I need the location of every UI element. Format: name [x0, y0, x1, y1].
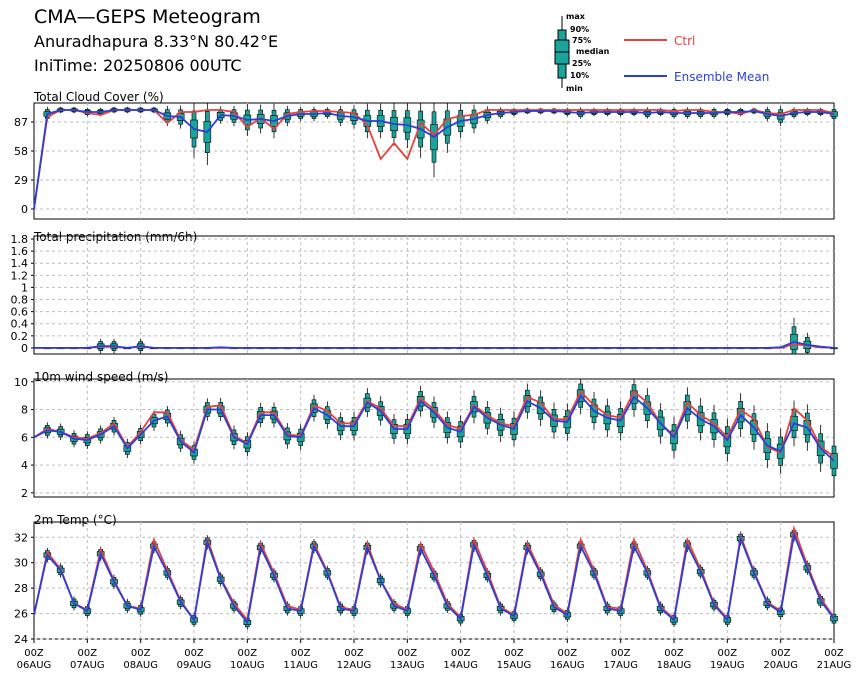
- x-tick-hour-label: 00Z: [291, 648, 311, 659]
- x-tick-date-label: 16AUG: [550, 660, 585, 671]
- y-tick-label: 2: [21, 487, 28, 500]
- x-axis-labels: 00Z06AUG00Z07AUG00Z08AUG00Z09AUG00Z10AUG…: [17, 639, 852, 671]
- x-tick-hour-label: 00Z: [771, 648, 791, 659]
- legend-label-p10: 10%: [570, 71, 589, 80]
- x-tick-date-label: 12AUG: [337, 660, 372, 671]
- y-tick-label: 26: [14, 608, 28, 621]
- x-tick-hour-label: 00Z: [664, 648, 684, 659]
- x-tick-date-label: 09AUG: [177, 660, 212, 671]
- y-tick-label: 0: [21, 342, 28, 355]
- mean-series-line: [34, 342, 834, 348]
- x-tick-hour-label: 00Z: [558, 648, 578, 659]
- panel-4: 2m Temp (°C) 24 26 28 30 32: [14, 513, 838, 646]
- legend: max 90% 75% median 25% 10% min Ctrl Ense…: [555, 12, 769, 93]
- x-tick-date-label: 10AUG: [230, 660, 265, 671]
- y-tick-label: 1.6: [11, 245, 29, 258]
- legend-mean-label: Ensemble Mean: [674, 70, 769, 84]
- y-tick-label: 87: [14, 116, 28, 129]
- x-tick-date-label: 18AUG: [657, 660, 692, 671]
- y-tick-label: 0.8: [11, 294, 29, 307]
- panel-title: Total precipitation (mm/6h): [33, 230, 197, 244]
- panel-title: 2m Temp (°C): [34, 513, 117, 527]
- y-tick-label: 24: [14, 633, 28, 646]
- y-tick-label: 0.4: [11, 318, 29, 331]
- y-tick-label: 32: [14, 531, 28, 544]
- y-tick-label: 1.2: [11, 269, 29, 282]
- legend-label-p90: 90%: [570, 25, 589, 34]
- x-tick-date-label: 20AUG: [763, 660, 798, 671]
- legend-label-p75: 75%: [572, 36, 591, 45]
- x-tick-date-label: 11AUG: [283, 660, 318, 671]
- x-tick-date-label: 21AUG: [817, 660, 852, 671]
- x-tick-date-label: 06AUG: [17, 660, 52, 671]
- x-tick-date-label: 07AUG: [70, 660, 105, 671]
- x-tick-date-label: 15AUG: [497, 660, 532, 671]
- y-tick-label: 29: [14, 174, 28, 187]
- x-tick-hour-label: 00Z: [184, 648, 204, 659]
- x-tick-date-label: 14AUG: [443, 660, 478, 671]
- page-title: CMA—GEPS Meteogram: [34, 6, 261, 28]
- legend-label-min: min: [566, 84, 583, 93]
- y-tick-label: 28: [14, 582, 28, 595]
- x-tick-hour-label: 00Z: [398, 648, 418, 659]
- location-text: Anuradhapura 8.33°N 80.42°E: [34, 32, 278, 51]
- panel-1: Total Cloud Cover (%) 0 29 58 87: [14, 90, 838, 219]
- x-tick-hour-label: 00Z: [718, 648, 738, 659]
- x-tick-hour-label: 00Z: [131, 648, 151, 659]
- x-tick-hour-label: 00Z: [611, 648, 631, 659]
- y-tick-label: 0: [21, 203, 28, 216]
- x-tick-date-label: 19AUG: [710, 660, 745, 671]
- x-tick-hour-label: 00Z: [78, 648, 98, 659]
- x-tick-hour-label: 00Z: [451, 648, 471, 659]
- legend-label-p25: 25%: [572, 59, 591, 68]
- y-tick-label: 1.4: [11, 257, 29, 270]
- x-tick-hour-label: 00Z: [238, 648, 258, 659]
- legend-ctrl-label: Ctrl: [674, 34, 695, 48]
- y-tick-label: 30: [14, 557, 28, 570]
- y-tick-label: 4: [21, 459, 28, 472]
- y-tick-label: 58: [14, 145, 28, 158]
- x-tick-date-label: 13AUG: [390, 660, 425, 671]
- panel-2: Total precipitation (mm/6h) 00.20.40.60.8…: [11, 230, 838, 355]
- y-tick-label: 1.8: [11, 233, 29, 246]
- legend-label-median: median: [576, 47, 610, 56]
- init-time-text: IniTime: 20250806 00UTC: [34, 56, 242, 75]
- y-tick-label: 6: [21, 431, 28, 444]
- panel-title: Total Cloud Cover (%): [33, 90, 164, 104]
- y-tick-label: 0.2: [11, 330, 29, 343]
- x-tick-date-label: 17AUG: [603, 660, 638, 671]
- x-tick-hour-label: 00Z: [24, 648, 44, 659]
- y-tick-label: 10: [14, 376, 28, 389]
- y-tick-label: 8: [21, 404, 28, 417]
- panels-layer: Total Cloud Cover (%) 0 29 58 87 Total precip…: [11, 90, 838, 646]
- y-tick-label: 0.6: [11, 306, 29, 319]
- legend-label-max: max: [566, 12, 586, 21]
- x-tick-hour-label: 00Z: [344, 648, 364, 659]
- x-tick-hour-label: 00Z: [504, 648, 524, 659]
- x-tick-date-label: 08AUG: [123, 660, 158, 671]
- y-tick-label: 1: [21, 281, 28, 294]
- x-tick-hour-label: 00Z: [824, 648, 844, 659]
